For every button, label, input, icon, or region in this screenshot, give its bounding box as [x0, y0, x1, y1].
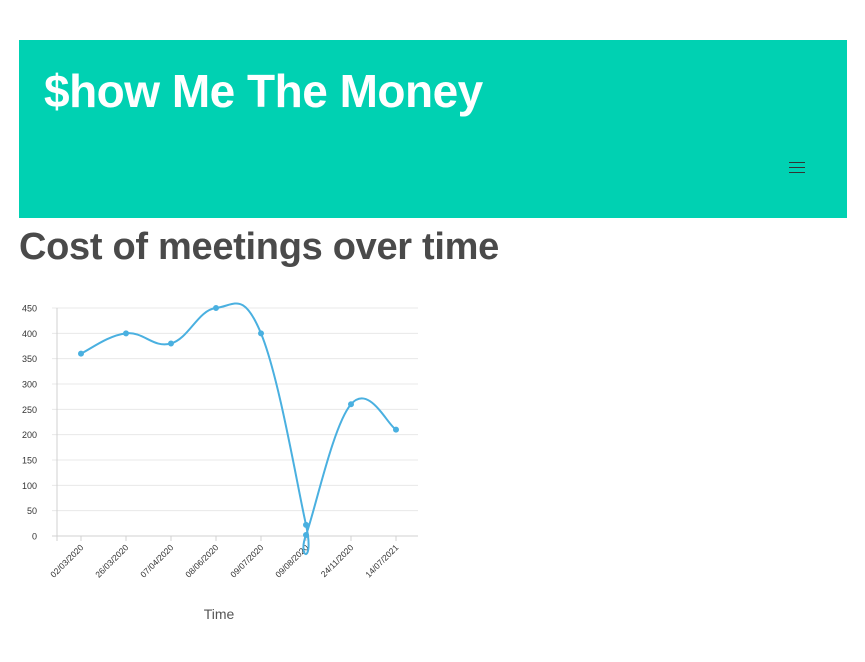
y-tick-label: 450: [22, 304, 37, 314]
data-point: [393, 426, 399, 433]
data-point: [258, 330, 264, 337]
y-tick-label: 100: [22, 481, 37, 491]
line-chart-svg: 0 50 100 150 200 250 300 350 400 450 02/03/2020 26/…: [22, 302, 418, 622]
y-tick-label: 250: [22, 405, 37, 415]
x-axis-title: Time: [204, 606, 235, 622]
y-tick-label: 150: [22, 456, 37, 466]
data-point: [348, 401, 354, 408]
x-tick-label: 09/07/2020: [228, 542, 265, 579]
y-tick-label: 50: [27, 506, 37, 516]
x-tick-label: 08/06/2020: [183, 542, 220, 579]
data-point: [123, 330, 129, 337]
meeting-cost-chart: 0 50 100 150 200 250 300 350 400 450 02/03/2020 26/…: [0, 290, 430, 640]
site-title[interactable]: $how Me The Money: [44, 65, 483, 117]
x-tick-label: 24/11/2020: [319, 542, 356, 579]
series-line: [80, 302, 397, 556]
x-tick-label: 26/03/2020: [93, 542, 130, 579]
data-point: [303, 531, 309, 538]
y-tick-label: 300: [22, 380, 37, 390]
x-tick-label: 09/08/2020: [273, 542, 310, 579]
y-tick-label: 200: [22, 430, 37, 440]
y-tick-label: 350: [22, 354, 37, 364]
x-tick-label: 14/07/2021: [363, 542, 400, 579]
x-tick-label: 07/04/2020: [138, 542, 175, 579]
data-point: [303, 521, 309, 528]
y-tick-label: 400: [22, 329, 37, 339]
y-tick-label: 0: [32, 532, 37, 542]
data-point: [78, 350, 84, 357]
data-point: [168, 340, 174, 347]
hamburger-menu-icon[interactable]: [786, 156, 808, 178]
data-point: [213, 305, 219, 311]
site-header: $how Me The Money: [19, 40, 847, 218]
page-heading: Cost of meetings over time: [19, 226, 499, 268]
x-tick-label: 02/03/2020: [48, 542, 85, 579]
